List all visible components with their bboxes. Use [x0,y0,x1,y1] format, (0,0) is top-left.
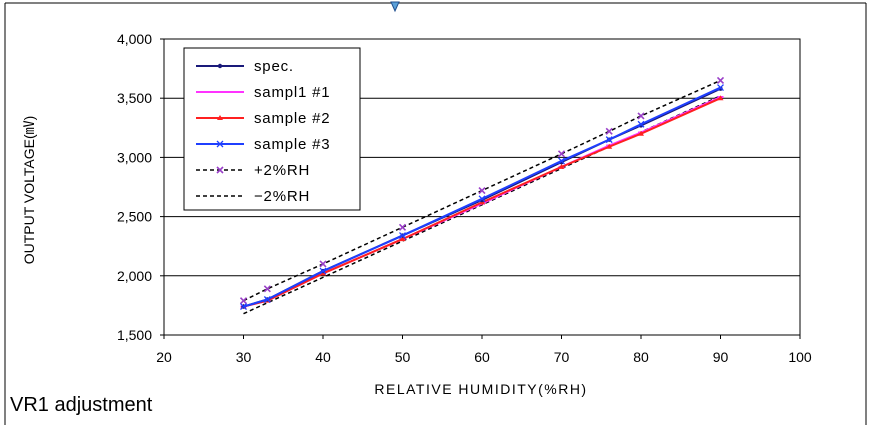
marker-purple-x [319,260,327,268]
legend-entry: sampl1 #1 [196,84,330,101]
marker-x [399,232,406,240]
x-axis-label: RELATIVE HUMIDITY(%RH) [374,381,587,397]
series-2 [240,95,724,309]
marker-x [605,136,613,144]
y-tick-label: 2,000 [117,268,152,284]
legend-entry: sample #2 [196,110,330,127]
series-layer [239,76,725,315]
marker-x [637,120,645,128]
legend-label: +2%RH [254,162,310,179]
legend-entry: +2%RH [196,162,310,179]
x-tick-label: 60 [474,349,490,365]
marker-triangle [217,115,223,120]
y-tick-label: 2,500 [117,209,152,225]
legend-label: sample #3 [254,136,330,153]
legend-label: sample #2 [254,110,330,127]
plot-area-border [163,38,801,336]
caption: VR1 adjustment [10,394,153,416]
legend-entry: sample #3 [196,136,330,153]
marker-triangle [606,143,613,149]
x-tick-label: 20 [156,349,172,365]
legend-entry: spec. [196,58,294,75]
x-tick-label: 40 [315,349,331,365]
x-tick-label: 30 [236,349,252,365]
marker-x [558,157,565,165]
marker-triangle [558,163,565,169]
marker-purple-x [478,186,486,195]
legend-box [183,47,361,211]
marker-x [478,195,486,203]
legend-entry: −2%RH [196,188,310,205]
marker-purple-x [239,297,248,305]
axis-layer: 1,500 2,000 2,500 3,000 3,500 4,000 20 30 40 50 60… [117,31,812,365]
x-tick-label: 50 [395,349,411,365]
marker-x [319,267,327,275]
marker-x [263,296,271,303]
marker-purple-x [716,76,725,85]
marker-purple-x [605,127,613,135]
marker-x [216,140,224,148]
marker-x [240,303,247,311]
x-tick-label: 80 [633,349,649,365]
marker-triangle [638,130,644,136]
y-tick-label: 1,500 [117,327,152,343]
selection-handle-icon [390,1,400,13]
y-tick-label: 3,500 [117,90,152,106]
series-4 [239,76,725,305]
marker-dot [217,63,223,69]
marker-purple-x [637,112,645,120]
legend: spec. sampl1 #1 sample #2 sample #3 +2%RH −2%… [183,47,361,211]
marker-x [717,84,724,92]
x-tick-label: 100 [788,349,812,365]
marker-purple-x [398,223,407,231]
legend-label: sampl1 #1 [254,84,330,101]
y-axis-label: OUTPUT VOLTAGE(㎷) [21,116,37,265]
marker-purple-x [216,166,224,174]
marker-purple-x [263,285,271,293]
marker-triangle [399,236,406,242]
series-3 [240,84,724,311]
marker-triangle [717,95,724,101]
legend-label: spec. [254,58,294,75]
y-tick-label: 4,000 [117,31,152,47]
marker-purple-x [557,150,566,158]
x-tick-label: 90 [713,349,729,365]
x-tick-label: 70 [554,349,570,365]
legend-label: −2%RH [254,188,310,205]
y-tick-label: 3,000 [117,149,152,165]
